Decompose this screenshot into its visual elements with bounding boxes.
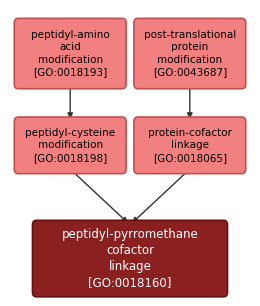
FancyBboxPatch shape [14,18,126,89]
Text: peptidyl-cysteine
modification
[GO:0018198]: peptidyl-cysteine modification [GO:00181… [25,128,115,163]
Text: peptidyl-pyrromethane
cofactor
linkage
[GO:0018160]: peptidyl-pyrromethane cofactor linkage [… [62,228,198,289]
Text: post-translational
protein
modification
[GO:0043687]: post-translational protein modification … [144,30,236,77]
FancyBboxPatch shape [134,117,246,174]
FancyBboxPatch shape [14,117,126,174]
FancyBboxPatch shape [134,18,246,89]
Text: peptidyl-amino
acid
modification
[GO:0018193]: peptidyl-amino acid modification [GO:001… [31,30,109,77]
FancyBboxPatch shape [32,220,228,297]
Text: protein-cofactor
linkage
[GO:0018065]: protein-cofactor linkage [GO:0018065] [148,128,232,163]
